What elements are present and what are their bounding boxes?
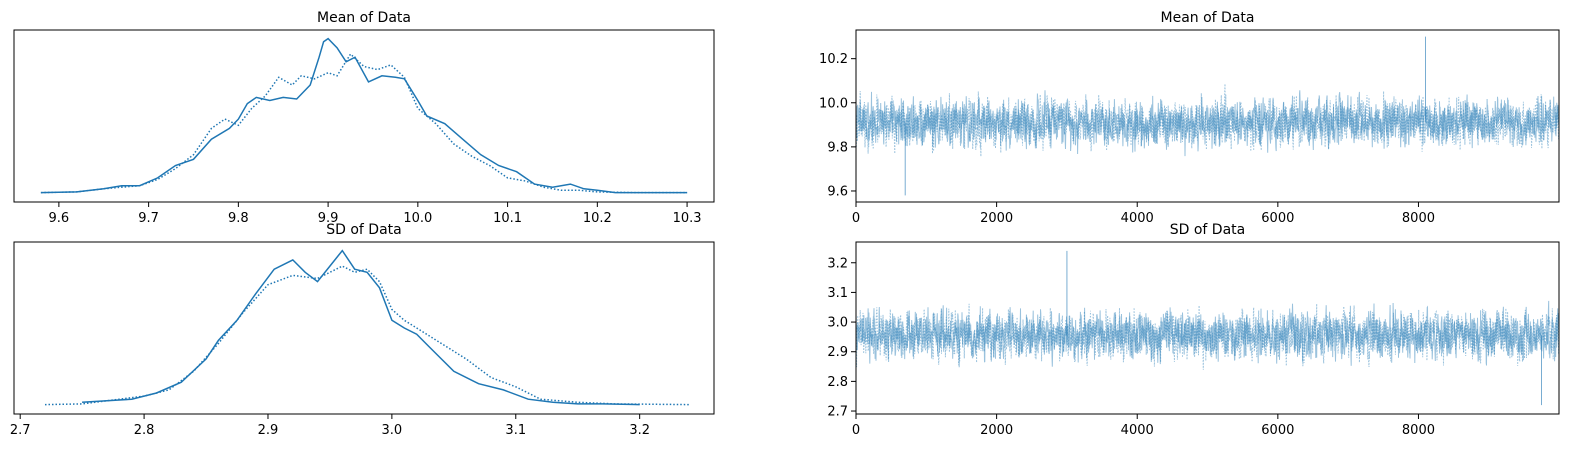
x-tick-label: 8000	[1402, 211, 1435, 226]
y-tick-label: 3.0	[827, 316, 848, 331]
x-tick-label: 2.7	[10, 423, 31, 438]
trace-line-chain-1	[856, 90, 1559, 157]
kde-line-solid	[82, 249, 640, 406]
chart-title: SD of Data	[1170, 222, 1246, 238]
axes-frame	[855, 29, 1560, 203]
y-tick-label: 10.0	[819, 96, 848, 111]
x-tick-label: 2.9	[258, 423, 279, 438]
kde-line-dotted	[40, 52, 688, 194]
plot-area	[856, 250, 1559, 406]
x-tick-label: 10.3	[673, 211, 702, 226]
x-tick-label: 3.2	[629, 423, 650, 438]
trace-line-chain-1	[856, 300, 1559, 368]
x-tick-label: 10.2	[583, 211, 612, 226]
x-tick-label: 6000	[1261, 211, 1294, 226]
chart-panel-3: 2.7 2.8 2.9 3.0 3.1 3.2 SD of Data	[10, 222, 715, 438]
trace-line-chain-2	[856, 303, 1559, 370]
x-tick-label: 9.6	[49, 211, 70, 226]
x-tick-label: 2.8	[134, 423, 155, 438]
x-tick-label: 0	[852, 423, 860, 438]
x-tick-label: 10.1	[493, 211, 522, 226]
x-tick-label: 9.8	[228, 211, 249, 226]
y-tick-label: 9.6	[827, 184, 848, 199]
axes-frame	[855, 241, 1560, 415]
y-tick-label: 3.2	[827, 256, 848, 271]
y-tick-label: 2.9	[827, 345, 848, 360]
y-tick-label: 3.1	[827, 286, 848, 301]
axes-frame	[13, 29, 715, 203]
chart-panel-1: 9.6 9.7 9.8 9.9 10.0 10.1 10.2 10.3 Mean of Data	[13, 10, 715, 226]
y-tick-label: 9.8	[827, 140, 848, 155]
x-tick-label: 10.0	[403, 211, 432, 226]
x-tick-label: 8000	[1402, 423, 1435, 438]
x-tick-label: 3.0	[382, 423, 403, 438]
chart-panel-4: 0 2000 4000 6000 8000 2.7 2.8 2.9 3.0 3.1 3.2 SD of…	[827, 222, 1560, 438]
plot-area	[856, 36, 1559, 196]
y-tick-label: 10.2	[819, 52, 848, 67]
chart-title: Mean of Data	[317, 10, 411, 26]
x-tick-label: 9.7	[138, 211, 159, 226]
axes-frame	[13, 241, 715, 415]
y-tick-label: 2.7	[827, 405, 848, 420]
kde-line-solid	[40, 37, 688, 194]
kde-line-dotted	[44, 265, 690, 406]
x-tick-label: 9.9	[318, 211, 339, 226]
x-tick-label: 4000	[1121, 211, 1154, 226]
chart-panel-2: 0 2000 4000 6000 8000 9.6 9.8 10.0 10.2 Mean of D…	[819, 10, 1560, 226]
y-tick-label: 2.8	[827, 375, 848, 390]
chart-title: Mean of Data	[1161, 10, 1255, 26]
chart-title: SD of Data	[326, 222, 402, 238]
trace-line-chain-2	[856, 83, 1559, 157]
x-tick-label: 2000	[980, 423, 1013, 438]
x-tick-label: 3.1	[505, 423, 526, 438]
x-tick-label: 4000	[1121, 423, 1154, 438]
plot-area	[40, 37, 688, 194]
x-tick-label: 6000	[1261, 423, 1294, 438]
x-tick-label: 2000	[980, 211, 1013, 226]
x-tick-label: 0	[852, 211, 860, 226]
plot-area	[44, 249, 690, 406]
